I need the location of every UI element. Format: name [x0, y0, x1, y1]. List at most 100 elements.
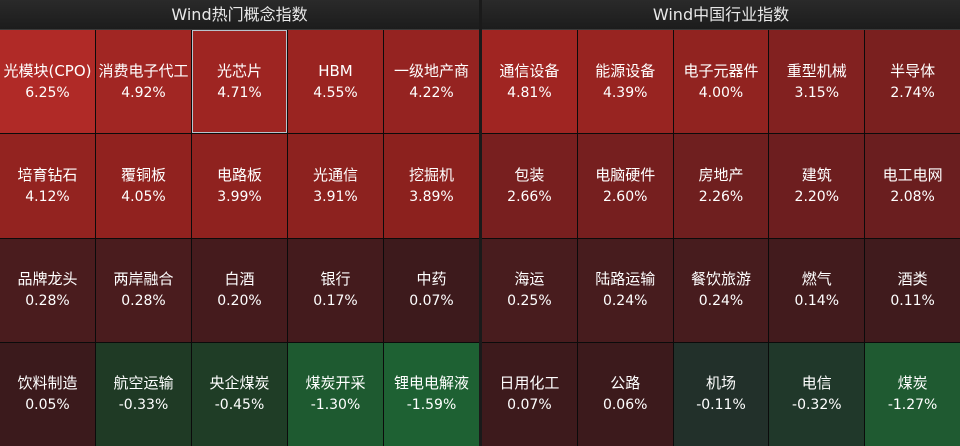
heatmap-tile[interactable]: 品牌龙头 0.28% [0, 238, 95, 342]
heatmap-tile[interactable]: 机场 -0.11% [673, 342, 769, 446]
tile-change-percent: 3.15% [794, 84, 840, 101]
heatmap-tile[interactable]: 酒类 0.11% [865, 238, 960, 342]
heatmap-tile[interactable]: 光模块(CPO) 6.25% [0, 30, 95, 134]
tile-name: 重型机械 [786, 61, 847, 80]
tile-name: 航空运输 [113, 374, 174, 393]
concept-panel-title: Wind热门概念指数 [0, 0, 479, 30]
tile-change-percent: 4.55% [313, 84, 358, 101]
heatmap-tile[interactable]: 挖掘机 3.89% [384, 134, 479, 238]
tile-change-percent: 0.24% [602, 293, 648, 310]
heatmap-tile[interactable]: 央企煤炭 -0.45% [192, 342, 287, 446]
heatmap-tile[interactable]: 房地产 2.26% [673, 134, 769, 238]
tile-change-percent: 0.06% [602, 397, 648, 414]
heatmap-tile[interactable]: 电脑硬件 2.60% [577, 134, 673, 238]
tile-name: 央企煤炭 [209, 374, 270, 393]
heatmap-tile[interactable]: 两岸融合 0.28% [96, 238, 191, 342]
heatmap-tile[interactable]: 餐饮旅游 0.24% [673, 238, 769, 342]
tile-change-percent: 0.05% [25, 397, 70, 414]
tile-name: 品牌龙头 [17, 270, 78, 289]
tile-name: 煤炭开采 [305, 374, 366, 393]
tile-change-percent: 0.28% [25, 293, 70, 310]
heatmap-tile[interactable]: 一级地产商 4.22% [384, 30, 479, 134]
tile-name: 一级地产商 [393, 61, 469, 80]
tile-change-percent: -1.30% [310, 397, 361, 414]
heatmap-tile[interactable]: 日用化工 0.07% [482, 342, 577, 446]
tile-name: 电脑硬件 [595, 165, 656, 184]
heatmap-tile[interactable]: 白酒 0.20% [192, 238, 287, 342]
heatmap-tile[interactable]: 光芯片 4.71% [192, 30, 287, 134]
heatmap-tile[interactable]: 包装 2.66% [482, 134, 577, 238]
heatmap-tile[interactable]: 建筑 2.20% [769, 134, 865, 238]
tile-name: 锂电电解液 [393, 374, 469, 393]
tile-change-percent: 0.20% [217, 293, 262, 310]
tile-name: 包装 [514, 165, 545, 184]
heatmap-tile[interactable]: 饮料制造 0.05% [0, 342, 95, 446]
tile-name: 建筑 [801, 165, 832, 184]
tile-name: 海运 [514, 270, 545, 289]
tile-name: 房地产 [698, 165, 744, 184]
heatmap-tile[interactable]: 能源设备 4.39% [577, 30, 673, 134]
tile-name: 电路板 [216, 165, 262, 184]
heatmap-tile[interactable]: 公路 0.06% [577, 342, 673, 446]
tile-change-percent: 0.28% [121, 293, 166, 310]
heatmap-tile[interactable]: 培育钻石 4.12% [0, 134, 95, 238]
heatmap-tile[interactable]: 中药 0.07% [384, 238, 479, 342]
heatmap-tile[interactable]: 半导体 2.74% [865, 30, 960, 134]
tile-change-percent: 4.12% [25, 188, 70, 205]
heatmap-tile[interactable]: 消费电子代工 4.92% [96, 30, 191, 134]
heatmap-tile[interactable]: 电信 -0.32% [769, 342, 865, 446]
heatmap-tile[interactable]: 陆路运输 0.24% [577, 238, 673, 342]
tile-name: 电信 [801, 374, 832, 393]
tile-name: 光模块(CPO) [3, 61, 92, 80]
tile-name: 电子元器件 [683, 61, 759, 80]
tile-name: 能源设备 [595, 61, 656, 80]
tile-name: 两岸融合 [113, 270, 174, 289]
tile-change-percent: 3.89% [409, 188, 454, 205]
heatmap-tile[interactable]: 光通信 3.91% [288, 134, 383, 238]
heatmap-tile[interactable]: 航空运输 -0.33% [96, 342, 191, 446]
heatmap-tile[interactable]: 煤炭开采 -1.30% [288, 342, 383, 446]
tile-change-percent: 2.60% [602, 188, 648, 205]
tile-change-percent: 2.20% [794, 188, 840, 205]
tile-change-percent: 3.99% [217, 188, 262, 205]
tile-change-percent: 2.26% [698, 188, 744, 205]
tile-name: 煤炭 [897, 374, 928, 393]
panel-divider [479, 0, 482, 446]
heatmap-tile[interactable]: 电子元器件 4.00% [673, 30, 769, 134]
tile-change-percent: 0.07% [409, 293, 454, 310]
heatmap-tile[interactable]: 通信设备 4.81% [482, 30, 577, 134]
tile-change-percent: 4.92% [121, 84, 166, 101]
tile-change-percent: -0.45% [214, 397, 265, 414]
tile-name: 光芯片 [216, 61, 262, 80]
tile-change-percent: 0.07% [507, 397, 552, 414]
tile-change-percent: 2.74% [890, 84, 935, 101]
heatmap-tile[interactable]: 煤炭 -1.27% [865, 342, 960, 446]
tile-change-percent: 2.08% [890, 188, 935, 205]
heatmap-tile[interactable]: 覆铜板 4.05% [96, 134, 191, 238]
tile-change-percent: 4.81% [507, 84, 552, 101]
heatmap-tile[interactable]: 燃气 0.14% [769, 238, 865, 342]
tile-change-percent: 4.39% [602, 84, 648, 101]
tile-name: 覆铜板 [120, 165, 166, 184]
tile-change-percent: 4.05% [121, 188, 166, 205]
heatmap-tile[interactable]: 电路板 3.99% [192, 134, 287, 238]
heatmap-tile[interactable]: 电工电网 2.08% [865, 134, 960, 238]
heatmap-tile[interactable]: 重型机械 3.15% [769, 30, 865, 134]
tile-name: 挖掘机 [408, 165, 454, 184]
tile-name: 半导体 [890, 61, 936, 80]
heatmap-tile[interactable]: 银行 0.17% [288, 238, 383, 342]
tile-change-percent: 6.25% [25, 84, 70, 101]
industry-panel-title: Wind中国行业指数 [482, 0, 960, 30]
tile-name: 饮料制造 [17, 374, 78, 393]
concept-heatmap-grid: 光模块(CPO) 6.25% 消费电子代工 4.92% 光芯片 4.71% HBM 4.55%… [0, 30, 479, 446]
heatmap-tile[interactable]: 锂电电解液 -1.59% [384, 342, 479, 446]
tile-name: 机场 [705, 374, 736, 393]
tile-name: 通信设备 [499, 61, 560, 80]
tile-change-percent: 0.17% [313, 293, 358, 310]
tile-name: 银行 [320, 270, 351, 289]
heatmap-tile[interactable]: HBM 4.55% [288, 30, 383, 134]
heatmap-tile[interactable]: 海运 0.25% [482, 238, 577, 342]
tile-name: 日用化工 [499, 374, 560, 393]
tile-name: 白酒 [224, 270, 255, 289]
